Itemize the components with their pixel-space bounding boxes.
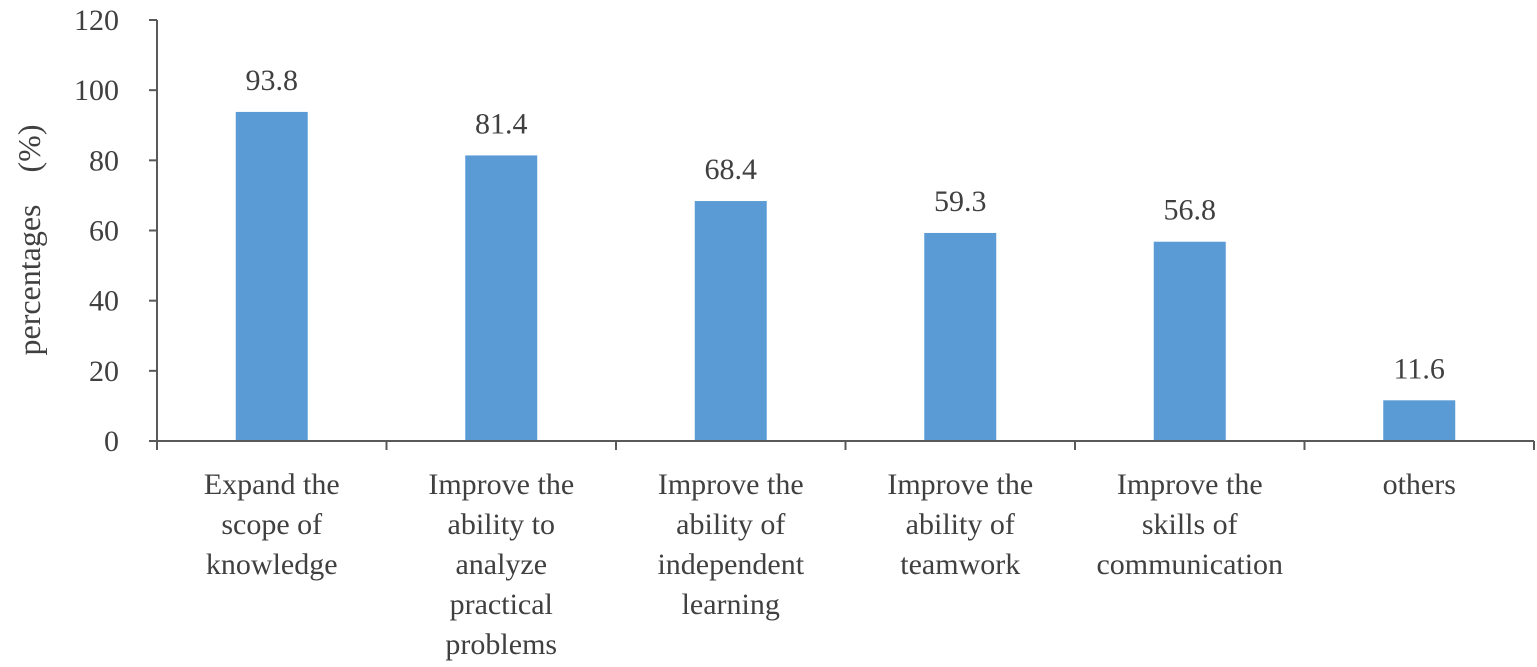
bar <box>235 111 308 441</box>
y-tick-label: 60 <box>89 215 119 248</box>
y-tick-label: 0 <box>104 425 119 458</box>
y-axis-title: percentages (%) <box>11 125 47 356</box>
category-label: scope of <box>221 508 322 541</box>
data-label: 93.8 <box>246 64 299 97</box>
bar <box>924 232 997 441</box>
category-label: communication <box>1096 548 1283 581</box>
category-label: Improve the <box>887 468 1033 501</box>
bar <box>1153 241 1226 441</box>
category-label: others <box>1383 468 1456 501</box>
axes <box>156 20 1534 442</box>
y-tick-label: 100 <box>74 74 119 107</box>
y-tick-label: 120 <box>74 4 119 37</box>
y-axis-ticks: 0 20 40 60 80 100 120 <box>74 4 157 458</box>
category-label: Expand the <box>204 468 340 501</box>
y-tick-label: 20 <box>89 355 119 388</box>
category-label: Improve the <box>658 468 804 501</box>
bar <box>1383 400 1456 441</box>
category-labels: Expand the scope of knowledge Improve the ab… <box>204 468 1456 661</box>
data-label: 68.4 <box>705 153 758 186</box>
category-label: learning <box>682 588 780 621</box>
category-label: Improve the <box>1117 468 1263 501</box>
data-label: 11.6 <box>1394 352 1445 385</box>
y-axis-title-group: percentages (%) <box>11 125 47 356</box>
category-label: skills of <box>1142 508 1238 541</box>
data-labels: 93.8 81.4 68.4 59.3 56.8 11.6 <box>246 64 1445 385</box>
data-label: 56.8 <box>1164 194 1217 227</box>
category-label: knowledge <box>206 548 338 581</box>
category-label: teamwork <box>900 548 1020 581</box>
data-label: 59.3 <box>934 185 987 218</box>
bar <box>694 201 767 441</box>
data-label: 81.4 <box>475 107 528 140</box>
category-label: ability of <box>676 508 785 541</box>
category-label: practical <box>450 588 553 621</box>
bars <box>235 111 1456 441</box>
category-label: ability of <box>906 508 1015 541</box>
category-label: independent <box>657 548 804 581</box>
category-label: analyze <box>455 548 547 581</box>
category-label: problems <box>445 628 557 661</box>
category-label: Improve the <box>428 468 574 501</box>
category-label: ability to <box>448 508 556 541</box>
bar <box>465 155 538 441</box>
x-axis-ticks <box>156 441 1535 450</box>
y-tick-label: 80 <box>89 144 119 177</box>
y-tick-label: 40 <box>89 285 119 318</box>
